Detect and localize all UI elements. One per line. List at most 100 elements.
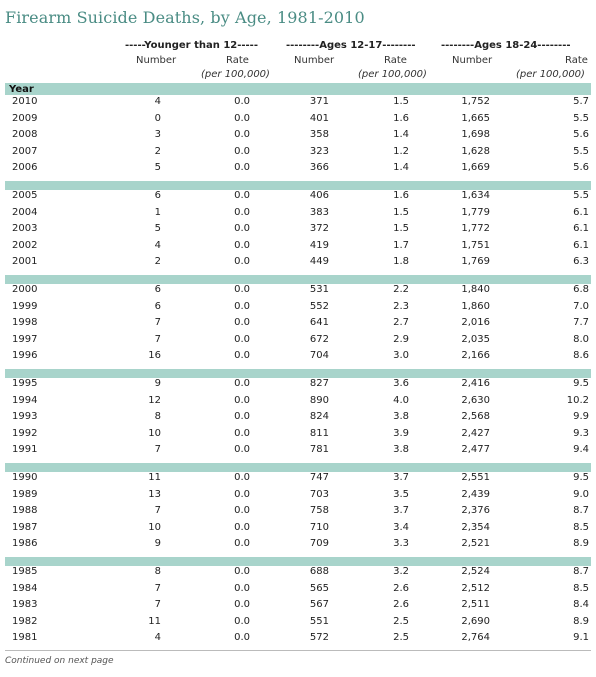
year-cell: 1994 [12,394,38,406]
rate-18-24-cell: 5.7 [573,96,589,107]
number-12-17-cell: 747 [309,472,329,483]
number-under-12-cell: 3 [154,129,161,140]
number-18-24-cell: 2,551 [461,472,490,483]
table-row: 2009 0 0.0 401 1.6 1,665 5.5 [5,113,591,131]
col-header-number-under-12: Number [136,55,177,66]
rate-12-17-cell: 3.7 [393,472,409,483]
number-12-17-cell: 688 [309,566,329,577]
continued-note: Continued on next page [5,656,114,666]
col-header-rate-sub-18-24: (per 100,000) [516,69,585,80]
table-row: 1986 9 0.0 709 3.3 2,521 8.9 [5,538,591,556]
rate-12-17-cell: 2.6 [393,599,409,610]
rate-12-17-cell: 1.5 [393,96,409,107]
rate-18-24-cell: 8.6 [573,350,589,361]
rate-12-17-cell: 2.5 [393,615,409,627]
number-18-24-cell: 2,427 [461,427,490,439]
rate-18-24-cell: 6.1 [573,223,589,234]
rate-18-24-cell: 6.1 [573,239,589,251]
year-header-band [5,83,591,95]
number-18-24-cell: 2,035 [461,333,490,345]
number-12-17-cell: 406 [309,190,329,201]
table-row: 2003 5 0.0 372 1.5 1,772 6.1 [5,223,591,241]
rate-under-12-cell: 0.0 [234,599,250,610]
number-12-17-cell: 358 [309,129,329,140]
year-cell: 2010 [12,96,38,107]
col-header-rate-18-24: Rate [565,55,588,66]
table-row: 2006 5 0.0 366 1.4 1,669 5.6 [5,162,591,180]
table-row: 2004 1 0.0 383 1.5 1,779 6.1 [5,207,591,225]
rate-18-24-cell: 8.4 [573,599,589,610]
rate-under-12-cell: 0.0 [234,521,250,533]
table-row: 1990 11 0.0 747 3.7 2,551 9.5 [5,472,591,490]
number-12-17-cell: 401 [309,112,329,124]
year-cell: 2006 [12,162,38,173]
number-12-17-cell: 531 [309,284,329,295]
rate-under-12-cell: 0.0 [234,239,250,251]
group-header-18-24: --------Ages 18-24-------- [441,40,571,51]
rate-18-24-cell: 8.7 [573,566,589,577]
rate-12-17-cell: 1.6 [393,190,409,201]
col-header-rate-sub-under-12: (per 100,000) [201,69,270,80]
number-12-17-cell: 552 [309,300,329,312]
rate-under-12-cell: 0.0 [234,162,250,173]
number-under-12-cell: 9 [154,538,161,549]
table-row: 1988 7 0.0 758 3.7 2,376 8.7 [5,505,591,523]
rate-under-12-cell: 0.0 [234,566,250,577]
number-under-12-cell: 6 [154,284,161,295]
number-12-17-cell: 827 [309,378,329,389]
number-18-24-cell: 1,779 [461,206,490,218]
group-separator-band [5,274,591,284]
number-12-17-cell: 890 [309,394,329,406]
rate-12-17-cell: 3.6 [393,378,409,389]
year-cell: 2004 [12,206,38,218]
rate-12-17-cell: 2.3 [393,300,409,312]
rate-18-24-cell: 9.1 [573,632,589,643]
number-18-24-cell: 2,439 [461,488,490,500]
year-cell: 2009 [12,112,38,124]
number-under-12-cell: 1 [154,206,161,218]
rate-18-24-cell: 7.7 [573,317,589,328]
rate-12-17-cell: 1.6 [393,112,409,124]
year-cell: 2007 [12,145,38,157]
rate-under-12-cell: 0.0 [234,444,250,455]
rate-18-24-cell: 9.4 [573,444,589,455]
rate-under-12-cell: 0.0 [234,206,250,218]
number-12-17-cell: 758 [309,505,329,516]
number-18-24-cell: 2,376 [461,505,490,516]
year-cell: 1993 [12,411,38,422]
col-header-rate-sub-12-17: (per 100,000) [358,69,427,80]
number-12-17-cell: 672 [309,333,329,345]
rate-12-17-cell: 3.2 [393,566,409,577]
number-under-12-cell: 7 [154,599,161,610]
rate-18-24-cell: 6.1 [573,206,589,218]
table-row: 1983 7 0.0 567 2.6 2,511 8.4 [5,599,591,617]
rate-under-12-cell: 0.0 [234,411,250,422]
rate-18-24-cell: 8.7 [573,505,589,516]
rate-12-17-cell: 1.5 [393,223,409,234]
number-18-24-cell: 2,568 [461,411,490,422]
table-row: 1989 13 0.0 703 3.5 2,439 9.0 [5,489,591,507]
table-row: 2010 4 0.0 371 1.5 1,752 5.7 [5,96,591,114]
rate-18-24-cell: 10.2 [566,394,589,406]
table-row: 2007 2 0.0 323 1.2 1,628 5.5 [5,146,591,164]
rate-18-24-cell: 8.9 [573,615,589,627]
rate-under-12-cell: 0.0 [234,333,250,345]
number-18-24-cell: 2,764 [461,632,490,643]
number-18-24-cell: 1,772 [461,223,490,234]
year-label: Year [9,84,34,95]
rate-12-17-cell: 2.6 [393,582,409,594]
number-12-17-cell: 419 [309,239,329,251]
number-18-24-cell: 1,751 [461,239,490,251]
number-12-17-cell: 710 [309,521,329,533]
rate-under-12-cell: 0.0 [234,350,250,361]
number-under-12-cell: 5 [154,162,161,173]
rate-under-12-cell: 0.0 [234,582,250,594]
rate-12-17-cell: 2.5 [393,632,409,643]
rate-under-12-cell: 0.0 [234,505,250,516]
rate-under-12-cell: 0.0 [234,256,250,267]
year-cell: 1987 [12,521,38,533]
rate-under-12-cell: 0.0 [234,378,250,389]
rate-12-17-cell: 1.5 [393,206,409,218]
number-12-17-cell: 551 [309,615,329,627]
rate-under-12-cell: 0.0 [234,615,250,627]
